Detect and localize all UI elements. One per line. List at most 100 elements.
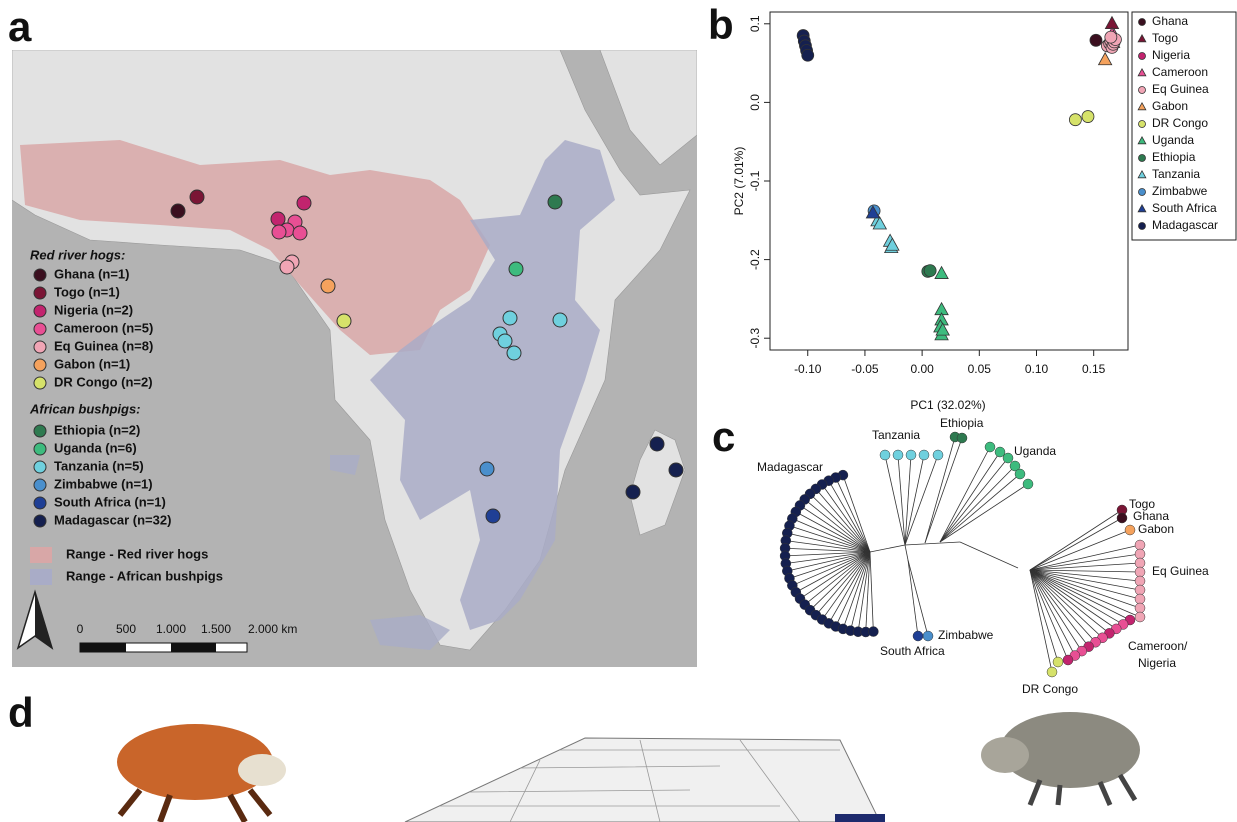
map-point: [486, 509, 500, 523]
legend-label: Cameroon (n=5): [54, 320, 153, 335]
clade-label: Cameroon/: [1128, 639, 1188, 653]
scale-label: 1.500: [201, 622, 231, 636]
branch: [1030, 570, 1140, 599]
branch: [908, 560, 918, 636]
x-tick-label: -0.10: [794, 362, 822, 376]
x-axis-label: PC1 (32.02%): [910, 398, 985, 412]
legend-marker: [34, 479, 46, 491]
plot-frame: [770, 12, 1128, 350]
branch: [870, 545, 905, 552]
legend-label: DR Congo: [1152, 116, 1208, 130]
clade-label: Gabon: [1138, 522, 1174, 536]
scale-label: 0: [77, 622, 84, 636]
point: [935, 267, 948, 279]
point: [1090, 34, 1102, 46]
branch: [1030, 570, 1096, 642]
legend-marker: [34, 443, 46, 455]
branch: [870, 552, 873, 632]
legend-label: Zimbabwe (n=1): [54, 476, 153, 491]
tip: [1023, 479, 1033, 489]
tip: [1117, 513, 1127, 523]
legend-marker: [34, 425, 46, 437]
clade-label: DR Congo: [1022, 682, 1078, 696]
branch: [829, 481, 870, 552]
tip: [1047, 667, 1057, 677]
branch: [1030, 518, 1122, 570]
map-point: [503, 311, 517, 325]
legend-marker: [34, 323, 46, 335]
tip: [1053, 657, 1063, 667]
branch: [796, 512, 870, 552]
legend-marker: [34, 359, 46, 371]
legend-label: Eq Guinea (n=8): [54, 338, 153, 353]
clade-label: Eq Guinea: [1152, 564, 1209, 578]
tip: [1135, 558, 1145, 568]
tip: [985, 442, 995, 452]
legend-marker: [34, 305, 46, 317]
legend-label: DR Congo (n=2): [54, 374, 153, 389]
panel-label: b: [708, 1, 734, 48]
legend-marker: [1139, 121, 1146, 128]
map-point: [480, 462, 494, 476]
legend-marker: [1139, 53, 1146, 60]
legend-marker: [1139, 223, 1146, 230]
tip: [1135, 567, 1145, 577]
tip: [1125, 525, 1135, 535]
panel-label: c: [712, 413, 735, 460]
branch: [1030, 554, 1140, 570]
bushpig: [981, 737, 1029, 773]
map-point: [498, 334, 512, 348]
clade-label: Tanzania: [872, 428, 920, 442]
branch: [908, 560, 928, 636]
legend-marker: [1139, 155, 1146, 162]
tip: [1063, 655, 1073, 665]
branch: [1030, 570, 1082, 651]
scale-bar: [80, 643, 126, 652]
branch: [898, 455, 905, 545]
clade-label: Uganda: [1014, 444, 1056, 458]
branch: [1030, 570, 1102, 638]
clade-label: Ghana: [1133, 509, 1169, 523]
legend-label: Ghana (n=1): [54, 266, 130, 281]
legend-marker: [34, 287, 46, 299]
x-tick-label: 0.15: [1082, 362, 1106, 376]
legend-marker: [1139, 19, 1146, 26]
point: [1082, 111, 1094, 123]
legend-label: Tanzania: [1152, 167, 1200, 181]
branch: [905, 542, 960, 545]
legend-title: African bushpigs:: [29, 401, 141, 416]
legend-label: Gabon (n=1): [54, 356, 130, 371]
legend-label: South Africa (n=1): [54, 494, 166, 509]
map-point: [650, 437, 664, 451]
scale-bar: [171, 643, 216, 652]
branch: [885, 455, 905, 545]
legend-marker: [34, 461, 46, 473]
legend-label: Ethiopia: [1152, 150, 1196, 164]
tip: [906, 450, 916, 460]
map-point: [297, 196, 311, 210]
tip: [868, 627, 878, 637]
branch: [1030, 570, 1116, 629]
legend-label: Madagascar (n=32): [54, 512, 171, 527]
y-tick-label: 0.1: [748, 15, 762, 32]
branch: [905, 545, 908, 560]
legend-title: Red river hogs:: [30, 247, 125, 262]
legend-label: Togo: [1152, 31, 1178, 45]
tip: [957, 433, 967, 443]
branch: [940, 466, 1015, 542]
point: [1099, 53, 1112, 65]
tip: [1135, 594, 1145, 604]
map-point: [293, 226, 307, 240]
range-swatch: [30, 569, 52, 585]
x-tick-label: 0.00: [910, 362, 934, 376]
branch: [940, 447, 990, 542]
scale-label: 2.000 km: [248, 622, 297, 636]
branch: [1030, 570, 1130, 620]
map-point: [509, 262, 523, 276]
map-point: [321, 279, 335, 293]
tip: [1003, 453, 1013, 463]
clade-label: South Africa: [880, 644, 945, 658]
legend-label: Nigeria (n=2): [54, 302, 133, 317]
scale-label: 500: [116, 622, 136, 636]
branch: [1030, 530, 1130, 570]
